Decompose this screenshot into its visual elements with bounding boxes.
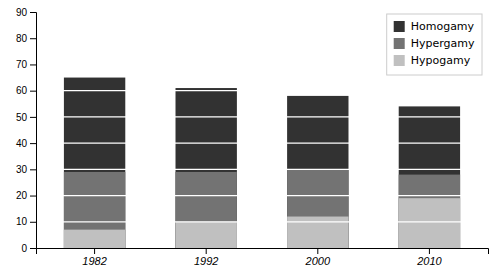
tick: 70 xyxy=(16,59,36,70)
grid-line xyxy=(36,169,488,170)
axis-line xyxy=(30,13,37,249)
legend-swatch xyxy=(394,38,405,49)
bar-series xyxy=(64,198,460,248)
bar xyxy=(64,78,125,248)
tick: 40 xyxy=(16,138,36,149)
bar xyxy=(64,230,125,248)
x-axis: 1982 1992 2000 2010 xyxy=(37,248,489,267)
tick-label: 2010 xyxy=(416,255,442,267)
tick: 90 xyxy=(16,7,36,18)
bar xyxy=(287,169,348,248)
legend: Homogamy Hypergamy Hypogamy xyxy=(387,14,482,75)
tick-label: 90 xyxy=(16,7,28,18)
tick-mark xyxy=(30,248,36,249)
bar xyxy=(176,222,237,248)
tick-mark xyxy=(30,91,36,92)
axis-line xyxy=(37,249,489,255)
tick-label: 70 xyxy=(16,59,28,70)
grid-line xyxy=(36,11,488,12)
bars xyxy=(64,78,460,248)
tick-label: 1982 xyxy=(82,255,106,267)
chart: 0 10 20 30 40 50 60 70 80 90 1982 1992 2000 2010 Homog… xyxy=(0,0,500,276)
bar xyxy=(176,172,237,248)
bar xyxy=(176,88,237,248)
tick: 1992 xyxy=(194,248,218,267)
tick-label: 0 xyxy=(21,243,27,254)
legend-item: Hypergamy xyxy=(394,37,475,50)
tick: 20 xyxy=(16,190,36,201)
tick: 80 xyxy=(16,33,36,44)
legend-label: Hypergamy xyxy=(411,37,475,50)
legend-swatch xyxy=(394,55,405,66)
tick-label: 40 xyxy=(16,138,28,149)
y-axis: 0 10 20 30 40 50 60 70 80 90 xyxy=(16,7,37,254)
grid xyxy=(36,12,488,222)
grid-line xyxy=(36,195,488,196)
tick-mark xyxy=(94,248,95,254)
tick-label: 10 xyxy=(16,216,28,227)
grid-line xyxy=(36,90,488,91)
tick: 0 xyxy=(21,243,36,254)
tick-mark xyxy=(30,117,36,118)
tick-mark xyxy=(30,38,36,39)
grid-line xyxy=(36,221,488,222)
tick-mark xyxy=(317,248,318,254)
grid-line xyxy=(36,143,488,144)
tick-label: 30 xyxy=(16,164,28,175)
tick-mark xyxy=(206,248,207,254)
tick-mark xyxy=(30,64,36,65)
tick-label: 50 xyxy=(16,112,28,123)
tick-mark xyxy=(30,169,36,170)
legend-label: Hypogamy xyxy=(411,54,471,67)
bar-series xyxy=(64,78,460,248)
bar xyxy=(399,198,460,248)
tick-label: 2000 xyxy=(305,255,331,267)
tick-label: 20 xyxy=(16,190,28,201)
bar xyxy=(64,172,125,248)
legend-swatch xyxy=(394,21,405,32)
tick: 30 xyxy=(16,164,36,175)
tick: 1982 xyxy=(82,248,106,267)
tick: 60 xyxy=(16,85,36,96)
tick: 50 xyxy=(16,112,36,123)
plot: 0 10 20 30 40 50 60 70 80 90 1982 1992 2000 2010 Homog… xyxy=(16,7,489,267)
tick-label: 80 xyxy=(16,33,28,44)
grid-line xyxy=(36,116,488,117)
bar-series xyxy=(64,169,460,248)
bar xyxy=(287,96,348,248)
bar xyxy=(399,106,460,248)
tick-mark xyxy=(30,196,36,197)
tick: 10 xyxy=(16,216,36,227)
legend-frame xyxy=(387,14,482,75)
tick-mark xyxy=(30,222,36,223)
tick: 2000 xyxy=(305,248,331,267)
tick-label: 60 xyxy=(16,85,28,96)
legend-label: Homogamy xyxy=(411,20,475,33)
tick-mark xyxy=(30,12,36,13)
legend-item: Hypogamy xyxy=(394,54,471,67)
tick-label: 1992 xyxy=(194,255,218,267)
tick: 2010 xyxy=(416,248,442,267)
tick-mark xyxy=(429,248,430,254)
tick-mark xyxy=(30,143,36,144)
legend-item: Homogamy xyxy=(394,20,475,33)
bar xyxy=(399,175,460,248)
